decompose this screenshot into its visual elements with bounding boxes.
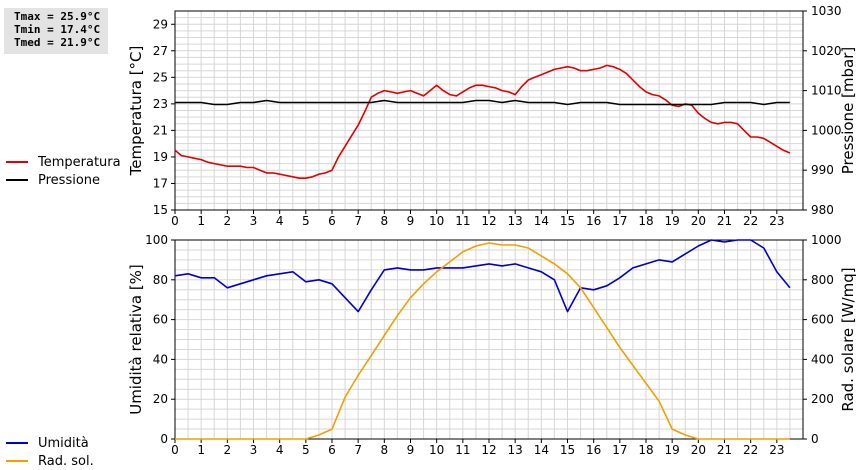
bottom-x-tick-label: 21: [717, 443, 732, 457]
top-x-tick-label: 5: [302, 214, 310, 228]
top-x-tick-label: 7: [354, 214, 362, 228]
bottom-x-tick-label: 5: [302, 443, 310, 457]
bottom-x-tick-label: 22: [743, 443, 758, 457]
bottom-x-tick-label: 14: [534, 443, 549, 457]
top-x-tick-label: 19: [665, 214, 680, 228]
bottom-x-tick-label: 15: [560, 443, 575, 457]
top-x-tick-label: 18: [638, 214, 653, 228]
top-y-tick-label: 27: [153, 44, 168, 58]
bottom-x-tick-label: 3: [250, 443, 258, 457]
bottom-y-tick-label: 60: [153, 313, 168, 327]
bottom-y-tick-label: 40: [153, 352, 168, 366]
top-x-tick-label: 13: [508, 214, 523, 228]
top-y-tick-label: 19: [153, 150, 168, 164]
stats-box: Tmax = 25.9°C Tmin = 17.4°C Tmed = 21.9°…: [4, 8, 108, 54]
legend-label-temperatura: Temperatura: [38, 154, 121, 170]
bottom-x-tick-label: 1: [197, 443, 205, 457]
legend-label-pressione: Pressione: [38, 172, 101, 188]
top-x-tick-label: 11: [455, 214, 470, 228]
top-y-tick-label: 21: [153, 123, 168, 137]
bottom-x-tick-label: 6: [328, 443, 336, 457]
top-series-temperatura-line: [174, 64, 791, 179]
legend-top: Temperatura Pressione: [6, 153, 121, 189]
tmin-text: Tmin = 17.4°C: [14, 23, 101, 36]
bottom-y2-tick-label: 600: [811, 313, 834, 327]
bottom-x-tick-label: 23: [769, 443, 784, 457]
top-y2-tick-label: 990: [811, 163, 834, 177]
top-x-tick-label: 1: [197, 214, 205, 228]
bottom-x-tick-label: 18: [638, 443, 653, 457]
bottom-y2-tick-label: 200: [811, 392, 834, 406]
top-x-tick-label: 20: [691, 214, 706, 228]
top-y-tick-label: 29: [153, 17, 168, 31]
top-x-tick-label: 3: [250, 214, 258, 228]
top-x-tick-label: 21: [717, 214, 732, 228]
bottom-x-tick-label: 2: [224, 443, 232, 457]
legend-swatch-pressione: [6, 179, 28, 181]
bottom-x-tick-label: 20: [691, 443, 706, 457]
top-x-tick-label: 0: [171, 214, 179, 228]
bottom-x-tick-label: 0: [171, 443, 179, 457]
top-series-pressione-line: [175, 99, 790, 106]
top-y-tick-label: 15: [153, 203, 168, 217]
top-x-tick-label: 12: [481, 214, 496, 228]
top-y2-tick-label: 1030: [811, 4, 842, 18]
top-y-tick-label: 23: [153, 97, 168, 111]
top-y2-tick-label: 1000: [811, 123, 842, 137]
bottom-y-tick-label: 20: [153, 392, 168, 406]
legend-item-temperatura: Temperatura: [6, 153, 121, 171]
top-y2-tick-label: 980: [811, 203, 834, 217]
top-x-tick-label: 17: [612, 214, 627, 228]
top-x-tick-label: 8: [381, 214, 389, 228]
top-y2-tick-label: 1020: [811, 44, 842, 58]
legend-label-umidita: Umidità: [38, 435, 89, 451]
top-y-axis-label: Temperatura [°C]: [127, 46, 145, 177]
bottom-y2-tick-label: 400: [811, 352, 834, 366]
legend-item-umidita: Umidità: [6, 434, 94, 452]
top-x-tick-label: 6: [328, 214, 336, 228]
bottom-y2-tick-label: 0: [811, 432, 819, 446]
weather-charts: 0 1 2 3 4 5 6 7 8 9 10 11 12 13 14 15 16 17 18 19 20 21 22 2315…: [127, 4, 857, 457]
bottom-x-tick-label: 9: [407, 443, 415, 457]
bottom-y-tick-label: 0: [160, 432, 168, 446]
top-y-tick-label: 17: [153, 176, 168, 190]
bottom-x-tick-label: 10: [429, 443, 444, 457]
legend-swatch-umidita: [6, 442, 28, 444]
tmax-text: Tmax = 25.9°C: [14, 10, 101, 23]
bottom-y2-tick-label: 800: [811, 273, 834, 287]
top-x-tick-label: 10: [429, 214, 444, 228]
top-x-tick-label: 15: [560, 214, 575, 228]
bottom-x-tick-label: 11: [455, 443, 470, 457]
top-x-tick-label: 22: [743, 214, 758, 228]
bottom-y-tick-label: 100: [145, 233, 168, 247]
bottom-x-tick-label: 8: [381, 443, 389, 457]
top-x-tick-label: 2: [224, 214, 232, 228]
bottom-x-tick-label: 7: [354, 443, 362, 457]
legend-swatch-rad-sol: [6, 460, 28, 462]
bottom-y-tick-label: 80: [153, 273, 168, 287]
top-x-tick-label: 23: [769, 214, 784, 228]
top-y-tick-label: 25: [153, 70, 168, 84]
bottom-x-tick-label: 19: [665, 443, 680, 457]
bottom-x-tick-label: 13: [508, 443, 523, 457]
top-x-tick-label: 16: [586, 214, 601, 228]
top-y2-axis-label: Pressione [mbar]: [839, 47, 857, 175]
top-y2-tick-label: 1010: [811, 84, 842, 98]
bottom-x-tick-label: 4: [276, 443, 284, 457]
bottom-y2-tick-label: 1000: [811, 233, 842, 247]
tmed-text: Tmed = 21.9°C: [14, 36, 101, 49]
bottom-series-rad-sol--line: [175, 242, 790, 440]
top-x-tick-label: 14: [534, 214, 549, 228]
bottom-x-tick-label: 12: [481, 443, 496, 457]
top-x-tick-label: 4: [276, 214, 284, 228]
legend-item-pressione: Pressione: [6, 171, 121, 189]
bottom-y-axis-label: Umidità relativa [%]: [127, 264, 145, 415]
legend-swatch-temperatura: [6, 161, 28, 163]
bottom-y2-axis-label: Rad. solare [W/mq]: [839, 267, 857, 411]
bottom-x-tick-label: 17: [612, 443, 627, 457]
top-x-tick-label: 9: [407, 214, 415, 228]
bottom-series-umidit--line: [174, 239, 791, 313]
bottom-x-tick-label: 16: [586, 443, 601, 457]
